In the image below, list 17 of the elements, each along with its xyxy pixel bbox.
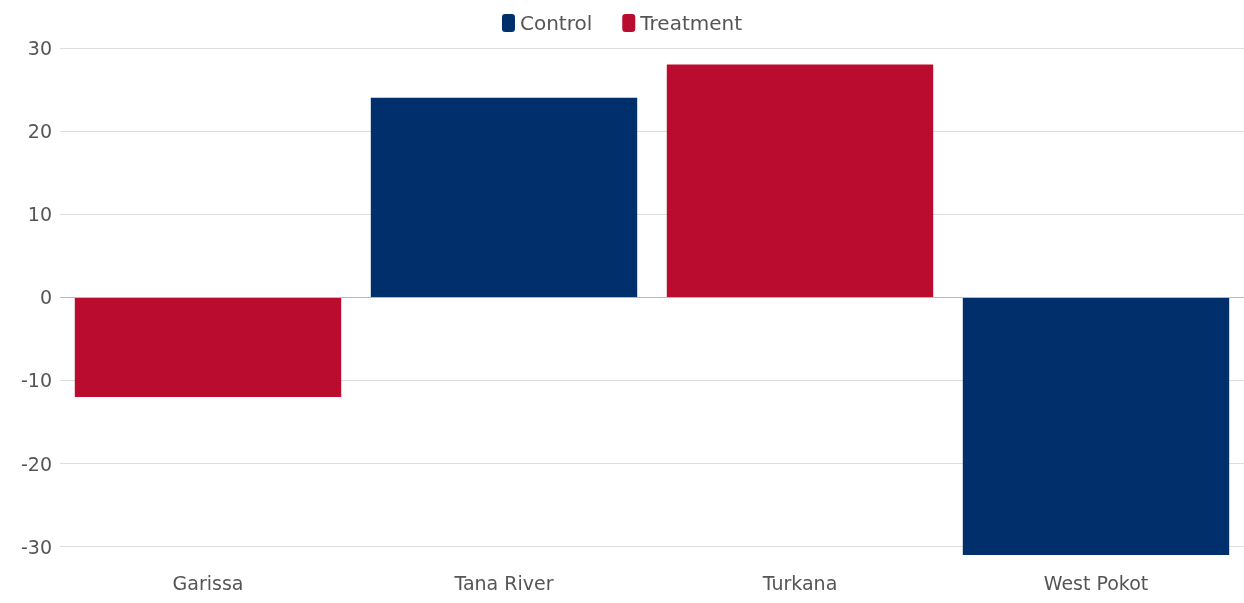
y-tick-label: 10 [27,203,52,226]
bar [74,297,342,398]
x-tick-label: Turkana [761,571,838,594]
bar [962,297,1230,555]
bar [666,64,934,298]
x-tick-label: Tana River [453,571,554,594]
y-tick-label: -10 [20,369,52,392]
legend-label: Control [519,11,593,35]
y-tick-label: 20 [27,120,52,143]
y-tick-label: -30 [20,535,52,558]
legend-label: Treatment [639,11,743,35]
y-tick-label: 0 [39,286,52,309]
y-tick-label: 30 [27,37,52,59]
x-tick-label: Garissa [172,571,244,594]
x-tick-label: West Pokot [1043,571,1149,594]
bar [370,97,638,298]
y-tick-label: -20 [20,452,52,475]
